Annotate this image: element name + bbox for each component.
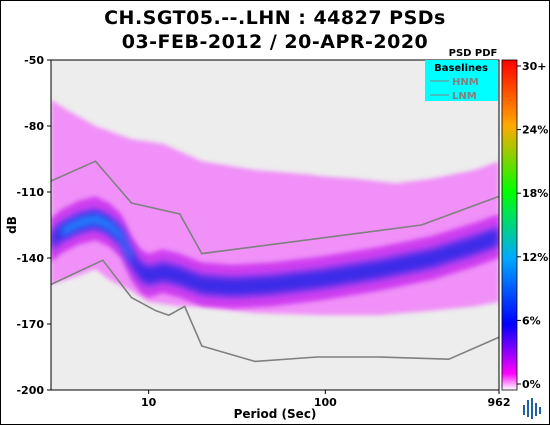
chart-title-line-1: CH.SGT05.--.LHN : 44827 PSDs	[104, 7, 446, 29]
legend-title: Baselines	[434, 63, 488, 74]
colorbar	[501, 59, 518, 391]
density-core-band	[51, 209, 499, 297]
colorbar-tick-label: 6%	[522, 314, 541, 327]
density-layer	[51, 99, 499, 316]
colorbar-ticks: 30+ 24% 18% 12% 6% 0%	[517, 60, 548, 391]
y-tick-label: -200	[16, 384, 44, 397]
x-axis: 10 100 962	[141, 390, 510, 409]
baseline-layer	[51, 160, 499, 363]
colorbar-tick-label: 30+	[522, 60, 547, 73]
y-tick-label: -140	[16, 252, 44, 265]
colorbar-tick-label: 18%	[522, 187, 548, 200]
y-tick-label: -50	[24, 54, 44, 67]
legend: PSD PDF Baselines HNM LNM	[425, 48, 498, 102]
x-tick-label: 10	[141, 396, 157, 409]
x-tick-label: 100	[314, 396, 337, 409]
density-peak-region	[61, 214, 132, 263]
baseline-hnm-line	[51, 160, 499, 255]
station-logo-icon	[520, 396, 542, 420]
y-tick-label: -110	[16, 186, 44, 199]
x-axis-label: Period (Sec)	[234, 407, 317, 421]
colorbar-tick-label: 0%	[522, 378, 541, 391]
colorbar-tick-label: 12%	[522, 251, 548, 264]
legend-lnm-label: LNM	[452, 91, 477, 102]
y-tick-label: -80	[24, 120, 44, 133]
chart-title-line-2: 03-FEB-2012 / 20-APR-2020	[121, 31, 429, 53]
x-tick-label: 962	[488, 396, 511, 409]
y-axis-label: dB	[5, 216, 19, 234]
colorbar-tick-label: 24%	[522, 124, 548, 137]
plot-border	[50, 59, 500, 391]
baseline-lnm-line	[51, 259, 499, 363]
legend-header: PSD PDF	[449, 48, 498, 59]
y-axis: -50 -80 -110 -140 -170 -200	[16, 54, 51, 397]
legend-hnm-label: HNM	[452, 77, 479, 88]
y-tick-label: -170	[16, 318, 44, 331]
